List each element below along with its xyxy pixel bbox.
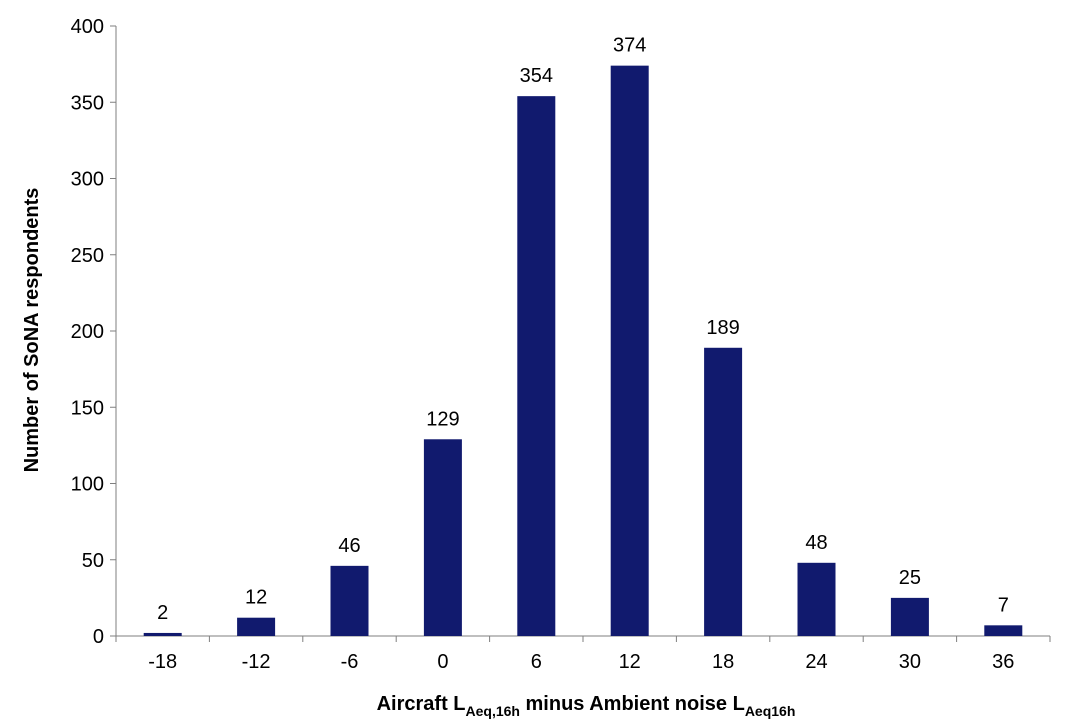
x-axis-title-part1: Aircraft L — [377, 693, 466, 715]
bar-value-label: 2 — [157, 602, 168, 624]
y-axis-title: Number of SoNA respondents — [21, 188, 43, 473]
y-tick-label: 100 — [71, 474, 104, 496]
x-axis-title-sub1: Aeq,16h — [466, 703, 520, 719]
data-labels: 2 12 46 129 354 374 189 48 25 7 — [157, 35, 1009, 624]
bar-value-label: 354 — [520, 65, 553, 87]
bar — [704, 347, 743, 636]
y-tick-label: 400 — [71, 16, 104, 38]
y-tick-label: 200 — [71, 321, 104, 343]
x-axis-title: Aircraft LAeq,16h minus Ambient noise LA… — [377, 693, 796, 719]
bar — [797, 562, 836, 636]
x-tick-label: 0 — [437, 651, 448, 673]
y-tick-label: 300 — [71, 169, 104, 191]
bar-value-label: 48 — [805, 532, 827, 554]
bar-value-label: 374 — [613, 35, 646, 57]
bar — [984, 625, 1023, 636]
bar — [890, 597, 929, 636]
y-tick-label: 50 — [82, 550, 104, 572]
x-tick-label: 6 — [531, 651, 542, 673]
y-tick-label: 150 — [71, 397, 104, 419]
bar — [517, 96, 556, 636]
bar-value-label: 129 — [426, 408, 459, 430]
bar-value-label: 12 — [245, 587, 267, 609]
x-tick-label: 18 — [712, 651, 734, 673]
bars — [143, 65, 1023, 636]
x-tick-label: 24 — [805, 651, 827, 673]
y-tick-label: 350 — [71, 92, 104, 114]
x-axis: -18 -12 -6 0 6 12 18 24 30 36 — [115, 635, 1051, 673]
x-tick-label: -12 — [242, 651, 271, 673]
bar-value-label: 7 — [998, 594, 1009, 616]
y-tick-label: 250 — [71, 245, 104, 267]
bar — [143, 632, 182, 636]
x-tick-label: -18 — [148, 651, 177, 673]
bar — [237, 617, 276, 636]
y-axis: 0 50 100 150 200 250 300 350 400 — [71, 16, 117, 648]
x-tick-label: 36 — [992, 651, 1014, 673]
x-tick-label: 12 — [619, 651, 641, 673]
y-tick-label: 0 — [93, 626, 104, 648]
x-tick-label: -6 — [341, 651, 359, 673]
x-axis-title-sub2: Aeq16h — [745, 703, 796, 719]
bar — [423, 439, 462, 636]
bar-value-label: 189 — [706, 317, 739, 339]
bar — [330, 565, 369, 636]
bar-value-label: 25 — [899, 567, 921, 589]
bar — [610, 65, 649, 636]
x-tick-label: 30 — [899, 651, 921, 673]
x-axis-title-part2: minus Ambient noise L — [520, 693, 745, 715]
bar-value-label: 46 — [338, 535, 360, 557]
